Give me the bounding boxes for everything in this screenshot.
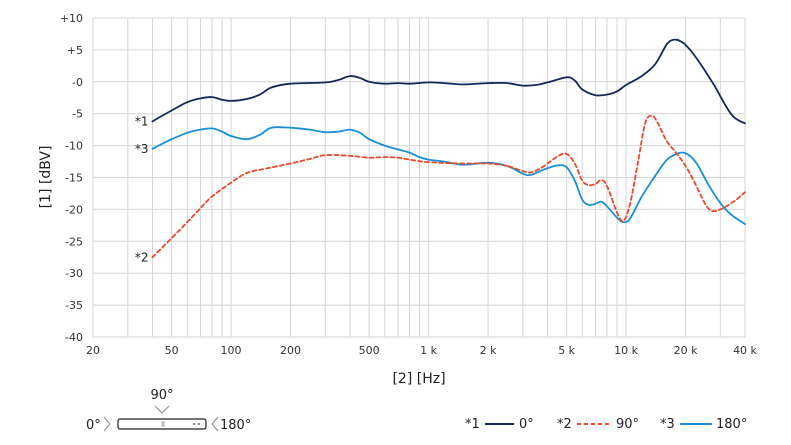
series-line-1 bbox=[151, 38, 746, 125]
y-tick-label: -20 bbox=[65, 203, 83, 216]
series-layer bbox=[151, 38, 746, 259]
y-tick-label: -10 bbox=[65, 140, 83, 153]
grid bbox=[92, 17, 746, 338]
chevron-down-icon bbox=[154, 405, 170, 414]
legend-marker-3: *3 bbox=[660, 417, 675, 432]
y-tick-label: -30 bbox=[65, 267, 83, 280]
x-tick-label: 1 k bbox=[420, 344, 437, 357]
y-tick-labels: +10 +5 -0 -5 -10 -15 -20 -25 -30 -35 -40 bbox=[60, 12, 83, 344]
legend-label-3: 180° bbox=[716, 417, 747, 432]
y-tick-label: +10 bbox=[60, 12, 83, 25]
x-tick-label: 20 k bbox=[674, 344, 698, 357]
legend-marker-2: *2 bbox=[557, 417, 572, 432]
curve-label-1: *1 bbox=[135, 114, 149, 128]
x-tick-label: 50 bbox=[165, 344, 179, 357]
y-tick-label: -35 bbox=[65, 299, 83, 312]
x-axis-label: [2] [Hz] bbox=[392, 371, 445, 387]
y-axis-label: [1] [dBV] bbox=[38, 146, 54, 209]
x-tick-label: 20 bbox=[86, 344, 100, 357]
legend: *1 0° *2 90° *3 180° bbox=[465, 417, 747, 432]
direction-0-label: 0° bbox=[86, 418, 101, 433]
y-tick-label: -0 bbox=[72, 76, 83, 89]
series-line-2 bbox=[151, 114, 746, 259]
microphone-dot bbox=[198, 423, 200, 425]
microphone-direction-diagram: 90° 0° 180° bbox=[86, 388, 251, 433]
series-line-3 bbox=[151, 126, 746, 225]
curve-label-2: *2 bbox=[135, 250, 149, 264]
y-tick-label: -5 bbox=[72, 108, 83, 121]
direction-90-label: 90° bbox=[150, 388, 173, 403]
direction-180-label: 180° bbox=[220, 418, 251, 433]
x-tick-labels: 20 50 100 200 500 1 k 2 k 5 k 10 k 20 k 40 k bbox=[86, 344, 758, 357]
legend-marker-1: *1 bbox=[465, 417, 480, 432]
curve-labels: *1 *2 *3 bbox=[135, 114, 149, 264]
curve-label-3: *3 bbox=[135, 142, 149, 156]
x-tick-label: 40 k bbox=[733, 344, 757, 357]
x-tick-label: 500 bbox=[359, 344, 380, 357]
chevron-right-icon bbox=[103, 416, 111, 432]
y-tick-label: -25 bbox=[65, 235, 83, 248]
microphone-capsule-mark bbox=[161, 421, 165, 427]
y-tick-label: +5 bbox=[67, 44, 83, 57]
x-tick-label: 5 k bbox=[558, 344, 575, 357]
microphone-dot bbox=[193, 423, 195, 425]
x-tick-label: 2 k bbox=[480, 344, 497, 357]
x-tick-label: 100 bbox=[221, 344, 242, 357]
legend-label-1: 0° bbox=[519, 417, 534, 432]
chevron-left-icon bbox=[211, 416, 219, 432]
legend-label-2: 90° bbox=[616, 417, 639, 432]
y-tick-label: -40 bbox=[65, 331, 83, 344]
y-tick-label: -15 bbox=[65, 172, 83, 185]
x-tick-label: 200 bbox=[280, 344, 301, 357]
x-tick-label: 10 k bbox=[614, 344, 638, 357]
